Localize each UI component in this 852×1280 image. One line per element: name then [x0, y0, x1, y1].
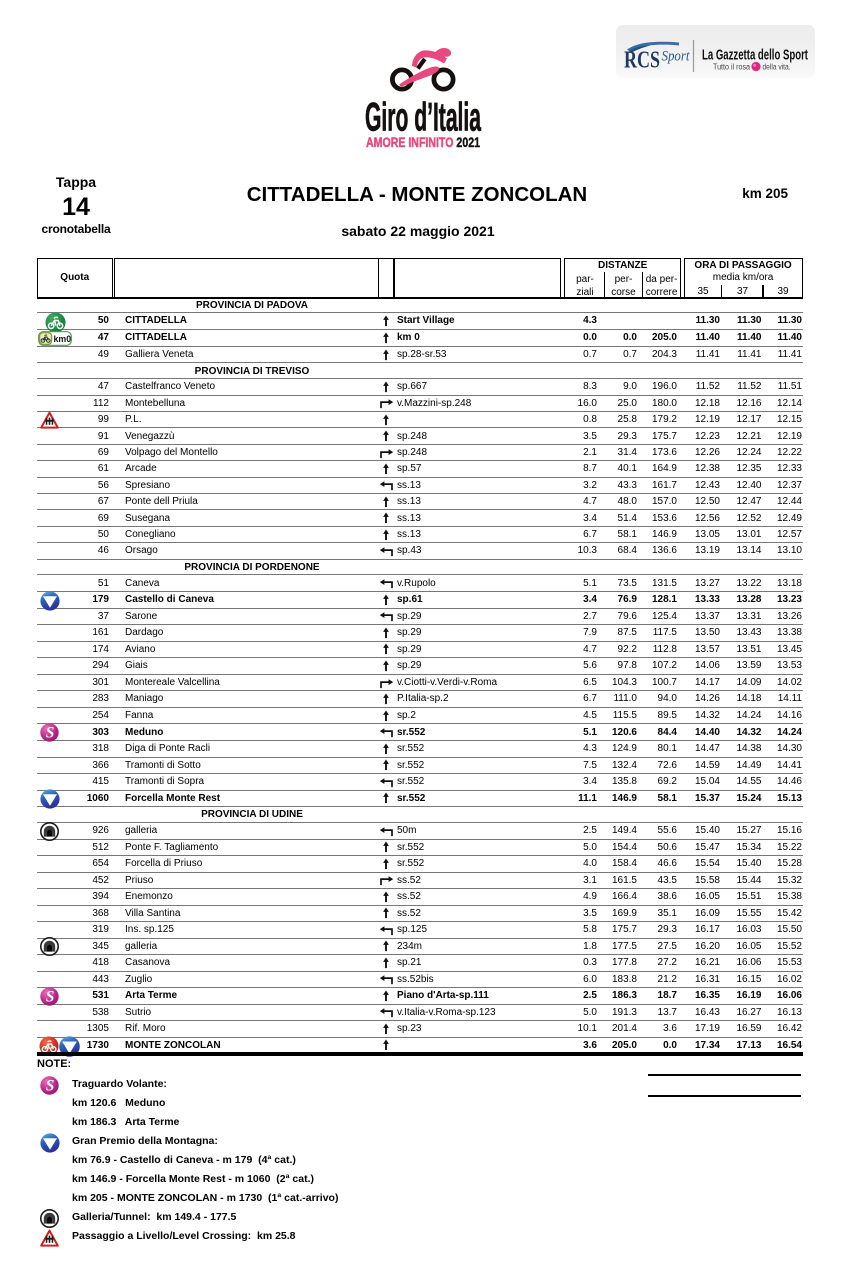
- svg-text:La Gazzetta dello Sport: La Gazzetta dello Sport: [702, 48, 808, 64]
- svg-text:Sport: Sport: [662, 49, 691, 65]
- svg-text:Tutto il rosa: Tutto il rosa: [713, 62, 750, 71]
- svg-text:S: S: [46, 1078, 55, 1095]
- svg-text:della vita.: della vita.: [763, 62, 791, 71]
- svg-text:S: S: [46, 988, 55, 1005]
- svg-text:AMORE INFINITO 2021: AMORE INFINITO 2021: [366, 134, 480, 150]
- svg-text:Giro d’Italia: Giro d’Italia: [365, 96, 481, 140]
- svg-text:S: S: [46, 725, 55, 742]
- svg-text:RCS: RCS: [624, 47, 660, 73]
- svg-text:km0: km0: [54, 334, 72, 344]
